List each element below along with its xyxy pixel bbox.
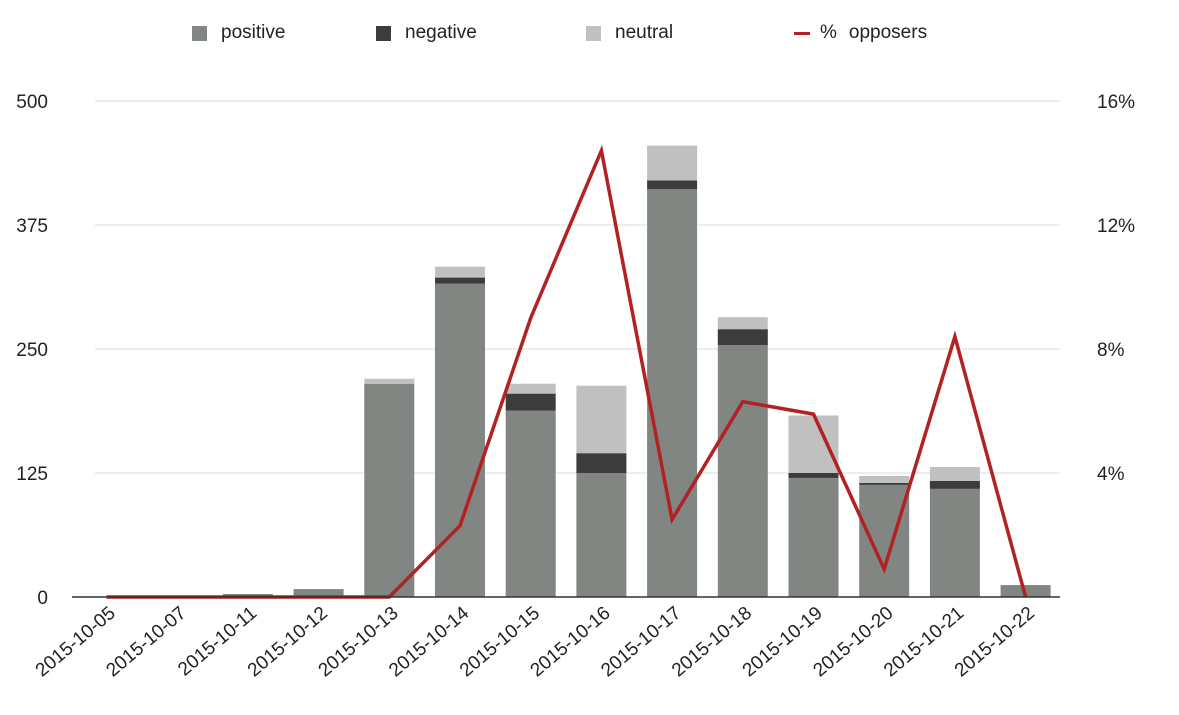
bar-positive bbox=[929, 488, 980, 597]
bar-neutral bbox=[505, 383, 556, 394]
legend-item-opposers: % opposers bbox=[794, 22, 927, 44]
bar-negative bbox=[859, 482, 910, 485]
left-axis-tick-label: 125 bbox=[16, 464, 48, 485]
bar-positive bbox=[788, 477, 839, 597]
bar-neutral bbox=[717, 317, 768, 330]
bar-negative bbox=[929, 480, 980, 489]
bar-positive bbox=[435, 283, 485, 597]
left-axis-tick-label: 375 bbox=[16, 216, 48, 237]
left-axis-tick-label: 250 bbox=[16, 340, 48, 361]
right-axis-tick-label: 4% bbox=[1097, 464, 1125, 485]
bar-negative bbox=[717, 329, 768, 346]
bar-neutral bbox=[435, 266, 485, 278]
legend-item-neutral: neutral bbox=[586, 22, 673, 44]
bar-neutral bbox=[859, 475, 910, 483]
right-axis-tick-label: 8% bbox=[1097, 340, 1125, 361]
bar-neutral bbox=[576, 385, 627, 454]
grid-layer bbox=[95, 100, 1060, 474]
bar-positive bbox=[717, 345, 768, 597]
bar-positive bbox=[364, 383, 415, 597]
bar-positive bbox=[293, 589, 344, 597]
bar-neutral bbox=[647, 145, 698, 181]
legend-label-neutral: neutral bbox=[615, 22, 674, 43]
bar-negative bbox=[505, 393, 556, 411]
bar-neutral bbox=[929, 467, 980, 481]
legend-swatch-positive bbox=[192, 25, 207, 41]
bar-layer bbox=[222, 145, 1051, 597]
legend-swatch-neutral bbox=[586, 25, 601, 41]
right-axis-tick-label: 12% bbox=[1097, 216, 1135, 237]
legend-label-negative: negative bbox=[405, 22, 477, 43]
chart-legend: positive negative neutral % opposers bbox=[0, 22, 1179, 48]
bar-negative bbox=[647, 180, 698, 190]
legend-line-opposers bbox=[794, 31, 810, 35]
bar-neutral bbox=[364, 378, 415, 384]
bar-negative bbox=[788, 473, 839, 478]
right-axis-tick-label: 16% bbox=[1097, 92, 1135, 113]
left-axis-tick-label: 0 bbox=[37, 588, 48, 609]
bar-positive bbox=[505, 410, 556, 597]
legend-item-negative: negative bbox=[376, 22, 477, 44]
legend-percent-symbol: % bbox=[820, 22, 837, 43]
bar-negative bbox=[576, 453, 627, 473]
legend-swatch-negative bbox=[376, 25, 391, 41]
legend-label-opposers: opposers bbox=[848, 22, 928, 43]
legend-label-positive: positive bbox=[221, 22, 286, 43]
bar-positive bbox=[859, 484, 910, 597]
legend-item-positive: positive bbox=[192, 22, 285, 44]
bar-positive bbox=[647, 189, 698, 597]
left-axis-tick-label: 500 bbox=[16, 92, 48, 113]
bar-neutral bbox=[788, 415, 839, 473]
bar-negative bbox=[435, 277, 485, 284]
bar-positive bbox=[576, 473, 627, 597]
